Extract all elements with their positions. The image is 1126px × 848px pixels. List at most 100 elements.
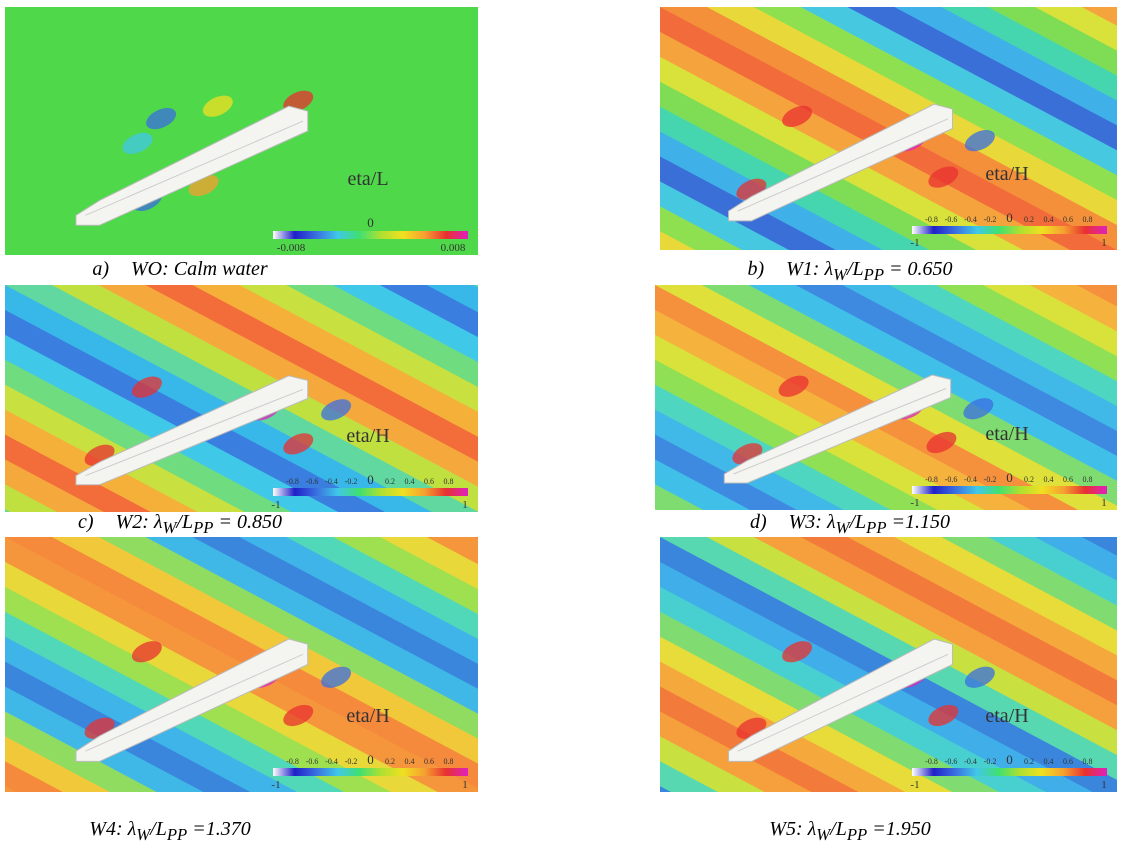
caption-mid: /L	[830, 818, 847, 840]
colorbar-tick-label: 0.8	[444, 477, 454, 486]
colorbar-tick-label: -0.6	[945, 475, 958, 484]
colorbar-tick-label: 0.4	[1044, 215, 1054, 224]
colorbar-tick-label: -0.6	[945, 215, 958, 224]
caption-sub2: PP	[864, 265, 884, 284]
colorbar-tick-label: 0.2	[1024, 475, 1034, 484]
caption-prefix: b)	[747, 258, 764, 280]
colorbar-title: eta/H	[985, 163, 1028, 185]
caption-sub1: W	[136, 825, 150, 844]
colorbar-tick-label: 0	[1006, 470, 1013, 485]
colorbar-tick-label: -0.4	[964, 475, 977, 484]
colorbar-title: eta/H	[346, 705, 389, 727]
caption-sub2: PP	[847, 825, 867, 844]
caption: b) W1: λW/LPP = 0.650	[650, 258, 1050, 285]
caption-text: WO: Calm water	[131, 258, 268, 280]
colorbar-max: 0.008	[441, 242, 466, 254]
colorbar-tick-label: 0	[1006, 210, 1013, 225]
caption-sub1: W	[833, 265, 847, 284]
caption-value: =1.370	[187, 818, 251, 840]
colorbar-tick-label: 0	[367, 472, 374, 487]
colorbar-tick-label: 0.4	[405, 477, 415, 486]
colorbar-tick-label: -0.8	[925, 215, 938, 224]
colorbar-min: -1	[271, 499, 280, 511]
colorbar-tick-label: -0.2	[984, 757, 997, 766]
colorbar-tick-label: 0	[1006, 752, 1013, 767]
caption-value: =1.150	[887, 511, 951, 533]
colorbar-tick-label: -0.2	[984, 215, 997, 224]
colorbar-tick-label: -0.4	[964, 757, 977, 766]
colorbar-tick-label: -0.8	[286, 757, 299, 766]
colorbar-max: 1	[1101, 237, 1107, 249]
caption: c) W2: λW/LPP = 0.850	[0, 511, 380, 538]
caption-prefix: d)	[750, 511, 767, 533]
caption-sub1: W	[816, 825, 830, 844]
colorbar	[273, 768, 468, 776]
colorbar	[912, 768, 1107, 776]
caption-mid: /L	[176, 511, 193, 533]
colorbar-max: 1	[1101, 497, 1107, 509]
colorbar-tick-label: -0.4	[325, 757, 338, 766]
colorbar	[912, 486, 1107, 494]
colorbar-tick-label: 0.2	[1024, 215, 1034, 224]
colorbar-tick-label: -0.4	[325, 477, 338, 486]
colorbar-tick-label: 0.8	[1083, 757, 1093, 766]
colorbar-tick-label: -0.6	[945, 757, 958, 766]
caption-mid: /L	[849, 511, 866, 533]
caption-sub2: PP	[167, 825, 187, 844]
colorbar-min: -1	[910, 497, 919, 509]
colorbar-tick-label: 0.6	[1063, 757, 1073, 766]
colorbar-tick-label: 0	[367, 215, 374, 230]
caption-text: W2: λ	[116, 511, 163, 533]
caption-text: W5: λ	[769, 818, 816, 840]
colorbar	[273, 231, 468, 239]
colorbar-tick-label: -0.6	[306, 757, 319, 766]
colorbar-tick-label: -0.6	[306, 477, 319, 486]
colorbar-tick-label: -0.2	[984, 475, 997, 484]
colorbar	[273, 488, 468, 496]
colorbar-tick-label: 0.2	[385, 757, 395, 766]
colorbar-min: -1	[271, 779, 280, 791]
caption: a) WO: Calm water	[0, 258, 380, 281]
colorbar-tick-label: -0.2	[345, 757, 358, 766]
colorbar-max: 1	[1101, 779, 1107, 791]
colorbar-tick-label: 0.6	[424, 757, 434, 766]
contour-plot: eta/L -0.008 0.008 0	[5, 7, 478, 255]
colorbar-tick-label: -0.2	[345, 477, 358, 486]
caption: d)W3: λW/LPP =1.150	[650, 511, 1050, 538]
caption-value: =1.950	[867, 818, 931, 840]
caption-value: = 0.850	[213, 511, 282, 533]
colorbar-tick-label: 0.8	[1083, 475, 1093, 484]
colorbar-min: -1	[910, 779, 919, 791]
colorbar-min: -1	[910, 237, 919, 249]
colorbar-tick-label: 0.6	[1063, 475, 1073, 484]
caption-prefix: a)	[92, 258, 109, 280]
caption-mid: /L	[150, 818, 167, 840]
colorbar-tick-label: -0.8	[925, 757, 938, 766]
colorbar-title: eta/H	[985, 423, 1028, 445]
figure-page: eta/L -0.008 0.008 0 a) WO: Calm water eta/H -1…	[0, 0, 1126, 848]
colorbar-tick-label: -0.8	[286, 477, 299, 486]
caption-text: W1: λ	[786, 258, 833, 280]
colorbar-tick-label: 0.6	[424, 477, 434, 486]
colorbar-tick-label: 0.6	[1063, 215, 1073, 224]
caption-sub1: W	[163, 518, 177, 537]
caption-sub2: PP	[193, 518, 213, 537]
colorbar-tick-label: 0.2	[1024, 757, 1034, 766]
colorbar-tick-label: 0.4	[405, 757, 415, 766]
caption-value: = 0.650	[884, 258, 953, 280]
colorbar-max: 1	[462, 779, 468, 791]
colorbar-min: -0.008	[277, 242, 306, 254]
colorbar-tick-label: 0.4	[1044, 757, 1054, 766]
caption-prefix: c)	[78, 511, 94, 533]
colorbar-tick-label: -0.8	[925, 475, 938, 484]
colorbar-title: eta/L	[347, 168, 388, 190]
caption-sub2: PP	[866, 518, 886, 537]
colorbar-max: 1	[462, 499, 468, 511]
caption: W5: λW/LPP =1.950	[650, 818, 1050, 845]
caption-text: W3: λ	[789, 511, 836, 533]
caption-mid: /L	[847, 258, 864, 280]
colorbar-tick-label: 0.4	[1044, 475, 1054, 484]
